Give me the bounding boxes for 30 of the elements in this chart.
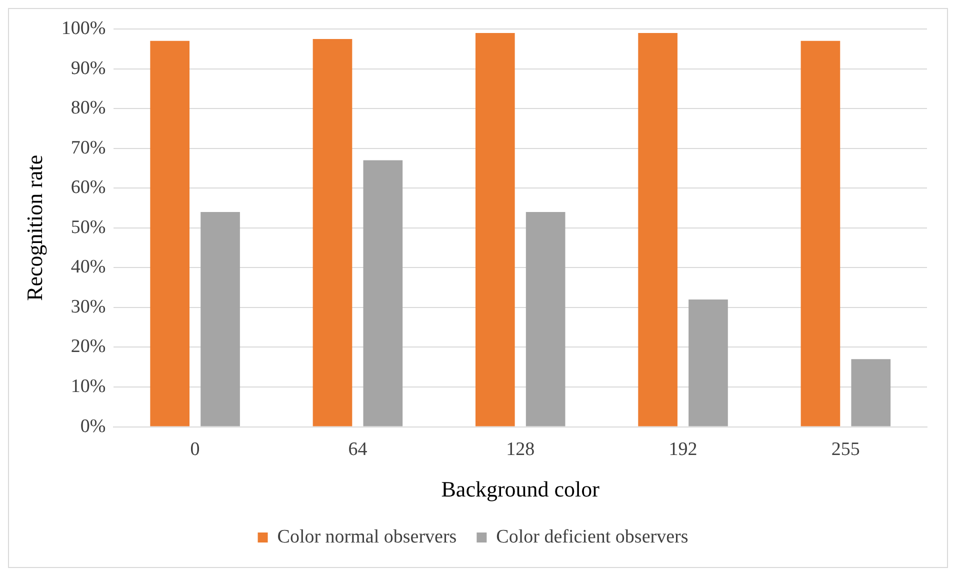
x-tick-label: 0 <box>190 439 200 460</box>
bar <box>688 300 728 426</box>
y-tick-label: 90% <box>70 58 106 79</box>
x-axis-title: Background color <box>441 476 600 502</box>
x-tick-label: 255 <box>831 439 860 460</box>
x-tick-label: 64 <box>348 439 368 460</box>
bar <box>638 32 678 426</box>
y-tick-label: 60% <box>70 177 106 198</box>
y-tick-label: 40% <box>70 256 106 278</box>
y-tick-label: 20% <box>70 336 106 358</box>
x-tick-label: 128 <box>506 439 535 460</box>
bar <box>312 38 352 426</box>
y-tick-label: 10% <box>70 376 106 398</box>
bar <box>526 212 566 426</box>
y-tick-label: 70% <box>70 137 106 158</box>
bar <box>200 212 240 426</box>
y-axis-title: Recognition rate <box>22 154 47 301</box>
y-tick-label: 50% <box>70 216 106 238</box>
bar <box>363 160 403 426</box>
y-tick-label: 80% <box>70 98 106 119</box>
legend-label: Color deficient observers <box>496 526 688 548</box>
legend-label: Color normal observers <box>277 526 457 548</box>
bar <box>851 359 891 426</box>
y-tick-label: 0% <box>80 416 106 437</box>
bar <box>150 40 190 426</box>
bar <box>475 32 515 426</box>
y-tick-label: 100% <box>61 18 106 39</box>
bar <box>800 40 840 426</box>
x-tick-label: 192 <box>668 439 698 460</box>
y-tick-label: 30% <box>70 296 106 318</box>
